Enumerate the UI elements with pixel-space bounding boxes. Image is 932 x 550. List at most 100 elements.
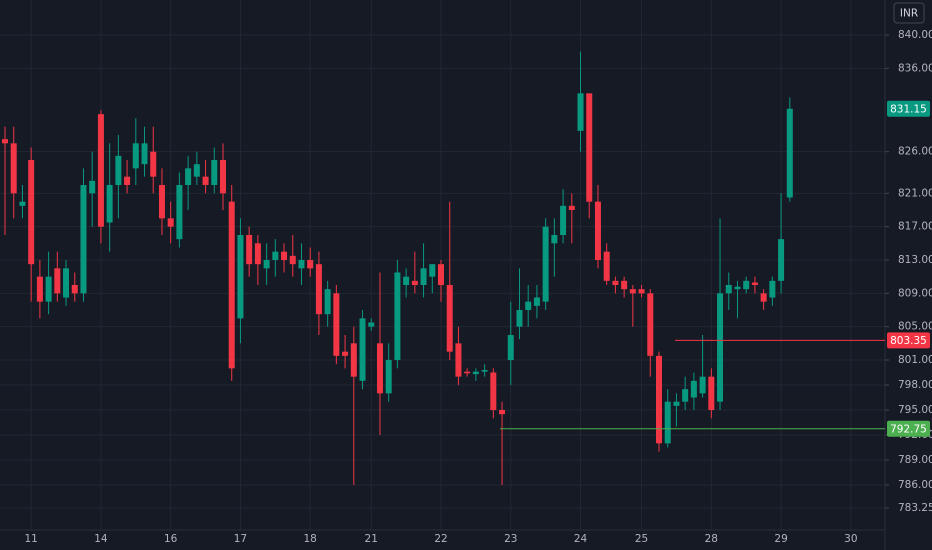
candle-body (394, 272, 401, 360)
x-tick-label: 29 (774, 533, 787, 545)
price-tag-label: 792.75 (890, 423, 927, 435)
candle-body (228, 201, 235, 369)
y-tick-label: 840.00 (898, 29, 932, 41)
candle-body (263, 260, 270, 269)
candle-body (734, 286, 741, 290)
x-tick-label: 23 (504, 533, 517, 545)
last-price-tag (887, 100, 930, 117)
candle-body (89, 180, 96, 194)
x-tick-label: 22 (434, 533, 447, 545)
y-tick-label: 801.00 (898, 354, 932, 366)
y-tick-label: 821.00 (898, 187, 932, 199)
candle-body (612, 280, 619, 285)
candle-body (490, 372, 497, 410)
candle-body (708, 376, 715, 410)
candle-body (673, 401, 680, 406)
y-tick-label: 805.00 (898, 321, 932, 333)
candle-body (193, 164, 200, 177)
candle-body (438, 264, 444, 285)
candle-body (10, 143, 17, 194)
candle-body (359, 318, 366, 381)
candle-body (778, 239, 785, 281)
candle-body (376, 343, 383, 394)
candle-body (481, 370, 488, 372)
candle-body (542, 226, 549, 302)
candle-body (455, 343, 462, 377)
candle-body (429, 264, 436, 277)
candle-body (568, 205, 575, 210)
last-price-label: 831.15 (890, 103, 927, 115)
candle-body (132, 143, 139, 169)
candle-body (507, 335, 514, 360)
candle-body (516, 310, 523, 327)
candle-body (45, 276, 52, 302)
candle-body (472, 371, 479, 375)
candles-layer (2, 51, 793, 485)
candle-body (699, 376, 706, 394)
candle-body (664, 401, 671, 444)
candle-body (254, 243, 261, 265)
x-tick-label: 14 (94, 533, 108, 545)
y-tick-label: 813.00 (898, 254, 932, 266)
overlay-layer: 803.35 792.75 831.15 (500, 100, 930, 437)
candle-body (690, 380, 697, 398)
candle-body (298, 260, 305, 269)
candle-body (525, 301, 532, 310)
candle-body (63, 268, 70, 298)
y-tick-label: 809.00 (898, 287, 932, 299)
candle-body (80, 185, 87, 294)
x-tick-label: 28 (705, 533, 718, 545)
candle-body (176, 185, 183, 240)
candle-body (71, 285, 78, 294)
price-tag (887, 420, 930, 437)
x-tick-label: 30 (844, 533, 857, 545)
y-tick-label: 798.00 (898, 379, 932, 391)
candle-body (403, 276, 410, 285)
y-tick-label: 789.00 (898, 454, 932, 466)
currency-label[interactable]: INR (900, 8, 918, 20)
candle-body (211, 160, 218, 185)
currency-box[interactable] (893, 2, 925, 24)
x-tick-label: 21 (365, 533, 378, 545)
candle-body (342, 351, 349, 356)
price-tag (887, 332, 930, 349)
candle-body (786, 108, 793, 198)
candle-body (499, 410, 506, 415)
candle-body (185, 168, 192, 185)
candle-body (97, 114, 104, 227)
candle-body (19, 201, 26, 206)
candle-body (324, 289, 331, 315)
candle-body (717, 293, 724, 402)
candle-body (202, 176, 209, 185)
candle-body (2, 139, 8, 144)
x-tick-label: 11 (24, 533, 37, 545)
candle-body (551, 235, 558, 244)
candle-body (743, 280, 750, 290)
candle-body (446, 285, 453, 352)
candle-body (656, 355, 662, 444)
candle-body (560, 205, 567, 235)
candle-body (158, 185, 165, 219)
x-tick-label: 16 (164, 533, 178, 545)
candle-body (237, 235, 244, 319)
price-tag-label: 803.35 (890, 335, 927, 347)
candle-body (533, 297, 540, 306)
y-tick-label: 836.00 (898, 62, 932, 74)
candle-body (603, 251, 610, 281)
candle-body (594, 201, 601, 260)
candle-body (167, 218, 174, 227)
candle-body (36, 276, 43, 302)
x-tick-label: 24 (574, 533, 588, 545)
candle-body (124, 176, 131, 185)
candle-body (577, 93, 584, 131)
x-tick-label: 18 (304, 533, 317, 545)
candle-body (638, 289, 645, 294)
x-tick-label: 17 (234, 533, 247, 545)
candle-body (315, 264, 322, 315)
candle-body (629, 289, 636, 294)
candle-body (464, 371, 471, 374)
y-tick-label: 783.25 (898, 502, 932, 514)
